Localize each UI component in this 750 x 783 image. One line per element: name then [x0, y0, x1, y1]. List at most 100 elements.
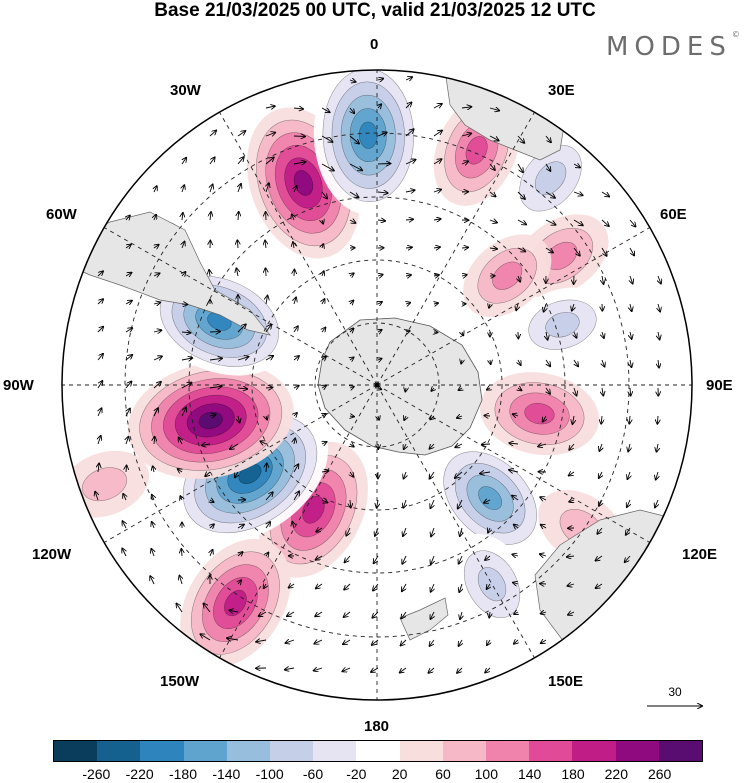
- wind-vector: [489, 248, 497, 249]
- wind-vector: [153, 302, 160, 304]
- wind-vector: [237, 324, 246, 333]
- wind-vector: [601, 247, 607, 256]
- wind-vector: [405, 247, 412, 248]
- wind-vector: [569, 443, 575, 450]
- wind-vector: [292, 522, 294, 529]
- wind-vector: [237, 525, 244, 528]
- wind-vector: [596, 584, 603, 588]
- wind-vector: [125, 301, 132, 304]
- anomaly-contour: [492, 261, 523, 290]
- wind-vector: [123, 494, 126, 501]
- wind-vector: [518, 359, 521, 365]
- wind-vector: [314, 668, 323, 671]
- wind-vector: [403, 527, 406, 536]
- wind-vector: [459, 639, 462, 646]
- wind-vector: [517, 135, 524, 143]
- wind-vector: [574, 331, 577, 338]
- wind-vector: [322, 327, 325, 332]
- wind-vector: [405, 219, 413, 220]
- wind-vector: [602, 387, 603, 396]
- colorbar-swatch: [615, 741, 659, 761]
- wind-vector: [378, 275, 383, 276]
- wind-vector: [430, 416, 434, 419]
- wind-vector: [512, 554, 519, 556]
- wind-vector: [457, 416, 463, 418]
- wind-vector: [153, 356, 162, 360]
- wind-vector: [122, 548, 126, 557]
- wind-vector: [541, 525, 547, 528]
- wind-vector: [658, 275, 661, 284]
- wind-vector: [569, 500, 574, 502]
- wind-vector: [349, 191, 358, 197]
- wind-vector: [378, 359, 382, 360]
- wind-vector: [260, 441, 267, 444]
- wind-vectors: [95, 77, 661, 673]
- label-60w: 60W: [46, 206, 77, 223]
- wind-vector: [404, 416, 406, 420]
- wind-vector: [574, 387, 577, 396]
- wind-vector: [377, 220, 385, 221]
- wind-vector: [154, 245, 159, 248]
- wind-vector: [569, 472, 575, 476]
- wind-vector: [293, 491, 299, 501]
- wind-vector: [98, 436, 101, 445]
- wind-vector: [573, 247, 580, 256]
- wind-vector: [517, 191, 525, 199]
- wind-vector: [377, 499, 378, 508]
- wind-vector: [321, 500, 327, 503]
- wind-vector: [350, 107, 354, 113]
- wind-vector: [485, 556, 491, 560]
- wind-vector: [349, 220, 356, 223]
- wind-vector: [512, 496, 519, 500]
- wind-vector: [484, 500, 491, 503]
- anomaly-center: [431, 439, 549, 557]
- wind-vector: [350, 387, 354, 388]
- wind-vector: [122, 521, 126, 529]
- wind-vector: [658, 359, 659, 368]
- anomaly-center: [313, 70, 423, 216]
- wind-vector: [545, 135, 551, 142]
- wind-vector: [321, 107, 330, 112]
- wind-vector: [518, 388, 521, 390]
- wind-vector: [316, 528, 323, 532]
- wind-vector: [315, 611, 323, 616]
- label-120w: 120W: [32, 546, 72, 563]
- wind-vector: [462, 332, 463, 335]
- wind-vector: [488, 528, 490, 533]
- wind-vector: [461, 360, 462, 364]
- latitude-circle: [251, 259, 503, 511]
- wind-vector: [433, 219, 441, 220]
- wind-vector: [265, 106, 275, 108]
- colorbar-swatch: [54, 741, 98, 761]
- label-120e: 120E: [682, 546, 718, 563]
- wind-vector: [153, 330, 161, 332]
- wind-vector: [235, 471, 238, 477]
- wind-vector: [98, 463, 99, 473]
- wind-vector: [293, 356, 299, 360]
- wind-vector: [573, 192, 583, 195]
- wind-vector: [627, 499, 630, 507]
- wind-vector: [431, 583, 434, 592]
- wind-vector: [405, 129, 414, 137]
- wind-vector: [480, 472, 491, 474]
- wind-vector: [256, 640, 267, 642]
- wind-vector: [182, 185, 184, 193]
- wind-vector: [322, 299, 325, 304]
- wind-vector: [266, 296, 268, 305]
- wind-vector: [227, 638, 239, 640]
- wind-vector: [487, 583, 490, 589]
- wind-vector: [349, 163, 362, 170]
- wind-vector: [540, 497, 547, 500]
- colorbar-tick-label: -140: [212, 766, 241, 782]
- wind-vector: [627, 471, 630, 479]
- wind-vector: [236, 268, 238, 277]
- wind-vector: [180, 496, 182, 500]
- wind-vector: [350, 301, 353, 304]
- wind-vector: [181, 549, 182, 557]
- wind-vector: [294, 413, 297, 416]
- wind-vector: [209, 157, 215, 165]
- wind-vector: [266, 553, 268, 556]
- wind-vector: [350, 472, 353, 477]
- colorbar-tick-label: 100: [474, 766, 498, 782]
- wind-vector: [238, 415, 240, 423]
